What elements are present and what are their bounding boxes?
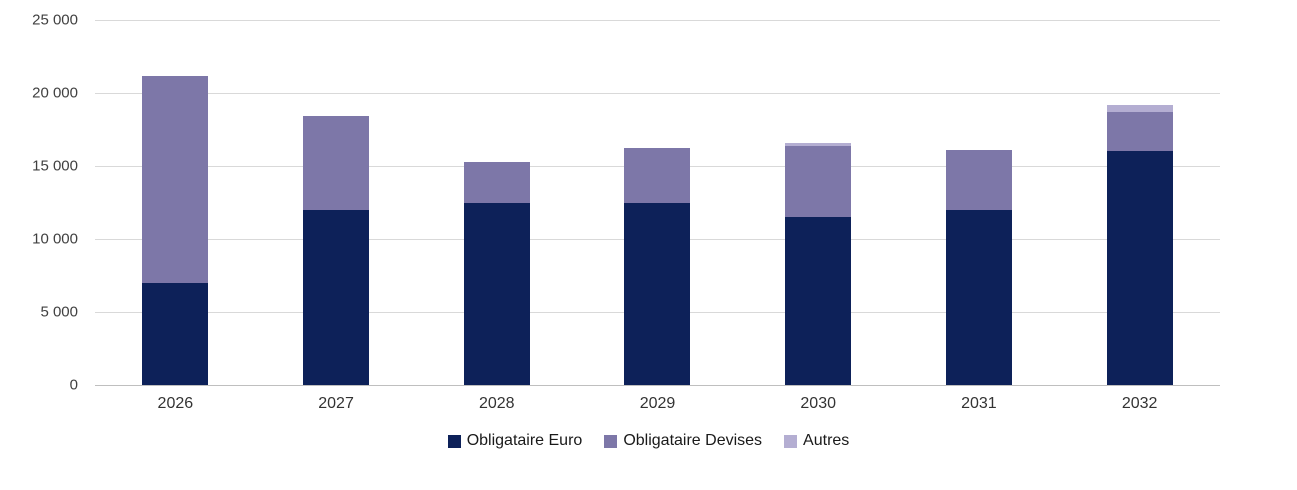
y-tick-label: 0 xyxy=(69,376,78,394)
bar-segment-2026-obligataire-devises xyxy=(142,75,209,283)
bar-segment-2027-obligataire-devises xyxy=(303,116,370,210)
bar-slot-2032 xyxy=(1059,20,1220,385)
bar-2027 xyxy=(303,116,370,385)
legend-item-obligataire-devises: Obligataire Devises xyxy=(604,432,762,450)
y-tick-label: 10 000 xyxy=(32,230,78,248)
bar-segment-2026-obligataire-euro xyxy=(142,282,209,385)
bar-segment-2027-obligataire-euro xyxy=(303,209,370,385)
y-tick-label: 20 000 xyxy=(32,84,78,102)
bar-segment-2029-obligataire-euro xyxy=(624,202,691,385)
bar-slot-2026 xyxy=(95,20,256,385)
bar-segment-2030-obligataire-euro xyxy=(785,217,852,385)
bar-2031 xyxy=(945,149,1012,385)
x-tick-label: 2029 xyxy=(639,395,676,412)
bar-segment-2032-autres xyxy=(1106,105,1173,112)
legend-swatch xyxy=(784,434,798,448)
y-axis: 0 5 000 10 000 15 000 20 000 25 000 xyxy=(0,12,78,394)
bar-segment-2028-obligataire-devises xyxy=(463,161,530,203)
bar-segment-2032-obligataire-devises xyxy=(1106,112,1173,152)
x-tick-label: 2031 xyxy=(961,395,997,412)
plot-area xyxy=(95,20,1220,386)
legend-label: Obligataire Devises xyxy=(623,432,763,449)
bar-segment-2030-autres xyxy=(785,143,852,146)
bar-2032 xyxy=(1106,105,1173,385)
bar-segment-2028-obligataire-euro xyxy=(463,202,530,385)
y-tick-label: 25 000 xyxy=(32,11,78,29)
gridline xyxy=(95,93,1220,94)
bar-2029 xyxy=(624,148,691,385)
y-tick-label: 5 000 xyxy=(40,303,78,321)
gridline xyxy=(95,20,1220,21)
bar-segment-2029-obligataire-devises xyxy=(624,148,691,203)
bar-2030 xyxy=(785,143,852,385)
legend-item-obligataire-euro: Obligataire Euro xyxy=(447,432,583,450)
gridline xyxy=(95,385,1220,386)
bar-segment-2031-obligataire-devises xyxy=(945,149,1012,210)
legend-label: Obligataire Euro xyxy=(466,432,583,449)
x-tick-label: 2032 xyxy=(1121,395,1158,412)
x-tick-label: 2027 xyxy=(318,395,354,412)
legend: Obligataire Euro Obligataire Devises Autre… xyxy=(0,432,1297,450)
legend-label: Autres xyxy=(803,432,850,449)
legend-swatch xyxy=(447,434,461,448)
legend-swatch xyxy=(604,434,618,448)
bar-slot-2029 xyxy=(577,20,738,385)
bar-segment-2030-obligataire-devises xyxy=(785,145,852,218)
bar-2028 xyxy=(463,161,530,385)
bar-slot-2031 xyxy=(899,20,1060,385)
bar-slot-2028 xyxy=(416,20,577,385)
bar-segment-2031-obligataire-euro xyxy=(945,209,1012,385)
x-tick-label: 2028 xyxy=(478,395,515,412)
bar-slot-2027 xyxy=(256,20,417,385)
bar-segment-2032-obligataire-euro xyxy=(1106,151,1173,385)
x-tick-label: 2026 xyxy=(157,395,194,412)
bar-2026 xyxy=(142,75,209,385)
y-tick-label: 15 000 xyxy=(32,157,78,175)
bar-slot-2030 xyxy=(738,20,899,385)
x-tick-label: 2030 xyxy=(800,395,836,412)
x-axis: 2026 2027 2028 2029 2030 2031 2032 xyxy=(95,395,1220,417)
legend-item-autres: Autres xyxy=(784,432,849,450)
